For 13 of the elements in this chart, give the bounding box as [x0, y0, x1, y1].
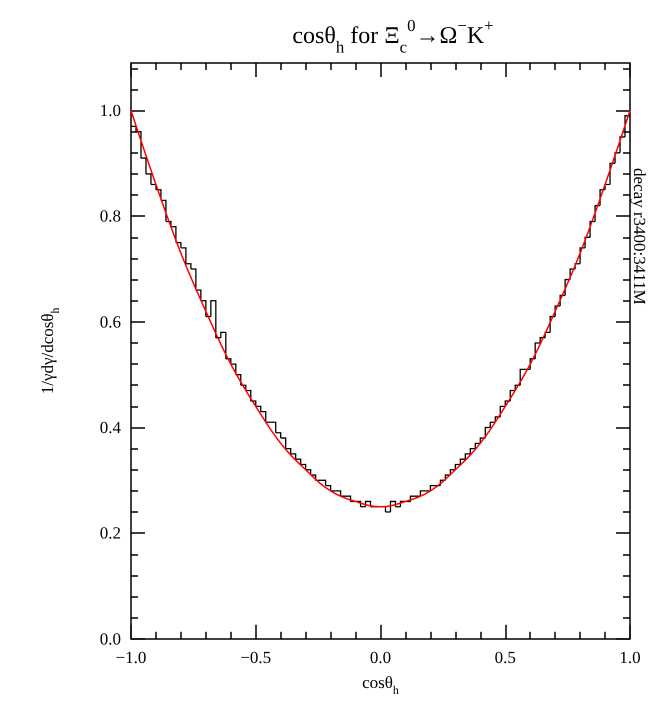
x-tick-label: −1.0 [116, 648, 146, 667]
y-tick-label: 0.4 [100, 418, 122, 437]
y-tick-label: 0.6 [100, 312, 121, 332]
y-axis-title: 1/γdγ/dcosθh [38, 307, 62, 394]
y-tick-label: 0.0 [100, 629, 121, 648]
x-tick-label: −0.5 [240, 648, 272, 667]
y-tick-label: 0.8 [100, 206, 121, 226]
y-tick-label: 0.2 [100, 524, 121, 543]
x-tick-label: 0.5 [494, 648, 516, 667]
annotation: decay r3400:3411M [630, 168, 649, 305]
x-tick-label: 0.0 [370, 648, 392, 667]
x-tick-label: 1.0 [619, 648, 641, 667]
y-tick-label: 1.0 [100, 101, 121, 120]
